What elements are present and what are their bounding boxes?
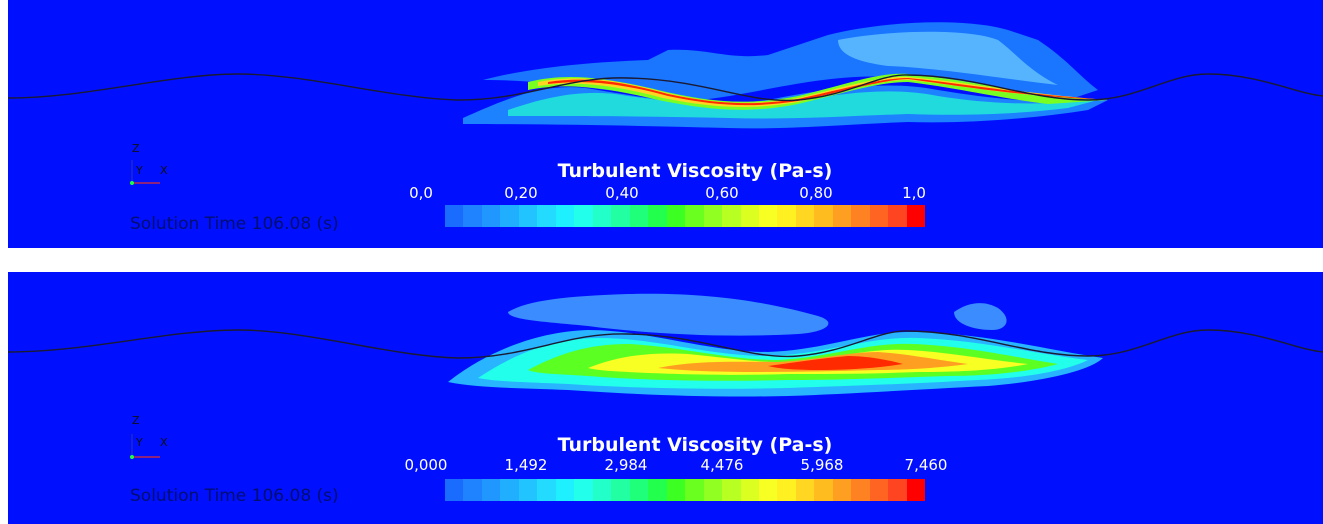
colorbar-swatch bbox=[851, 479, 870, 501]
colorbar-swatch bbox=[537, 205, 556, 227]
tick-label: 7,460 bbox=[904, 456, 948, 474]
colorbar-swatch bbox=[666, 205, 686, 227]
legend-ticks-top: 0,0 0,20 0,40 0,60 0,80 1,0 bbox=[8, 184, 1323, 204]
colorbar-swatch bbox=[500, 205, 519, 227]
tick-label: 0,0 bbox=[409, 184, 433, 202]
y-axis-label: Y bbox=[136, 436, 143, 449]
viscosity-panel-bottom: Z Y X Turbulent Viscosity (Pa-s) 0,000 1… bbox=[8, 272, 1323, 524]
wavy-wall-line bbox=[8, 73, 1323, 102]
axis-triad-bottom bbox=[130, 434, 160, 459]
detached-blob-right bbox=[954, 303, 1007, 330]
colorbar-swatch bbox=[814, 479, 833, 501]
tick-label: 0,40 bbox=[605, 184, 639, 202]
solution-time-top: Solution Time 106.08 (s) bbox=[130, 214, 339, 234]
colorbar-swatch bbox=[518, 479, 538, 501]
colorbar-swatch bbox=[722, 205, 741, 227]
tick-label: 0,80 bbox=[799, 184, 833, 202]
colorbar-swatch bbox=[740, 205, 759, 227]
colorbar-swatch bbox=[481, 205, 501, 227]
wavy-wall-line bbox=[8, 329, 1323, 359]
colorbar-swatch bbox=[869, 205, 889, 227]
x-axis-label: X bbox=[160, 164, 168, 177]
tick-label: 5,968 bbox=[800, 456, 844, 474]
colorbar-swatch bbox=[777, 205, 796, 227]
colorbar-top bbox=[445, 205, 926, 227]
colorbar-swatch bbox=[518, 205, 538, 227]
colorbar-swatch bbox=[611, 205, 630, 227]
tick-label: 0,000 bbox=[404, 456, 448, 474]
colorbar-swatch bbox=[888, 479, 907, 501]
shear-layer-mid bbox=[538, 76, 1108, 107]
y-axis-label: Y bbox=[136, 164, 143, 177]
z-axis-label: Z bbox=[132, 414, 140, 427]
shear-layer-peak bbox=[548, 78, 1108, 106]
legend-title-bottom: Turbulent Viscosity (Pa-s) bbox=[557, 434, 833, 456]
colorbar-swatch bbox=[851, 205, 870, 227]
colorbar-swatch bbox=[629, 205, 649, 227]
plume-lower-core bbox=[508, 91, 1098, 119]
colorbar-swatch bbox=[832, 479, 852, 501]
colorbar-swatch bbox=[703, 479, 723, 501]
detached-blob-left bbox=[508, 293, 829, 336]
tick-label: 1,492 bbox=[504, 456, 548, 474]
colorbar-swatch bbox=[481, 479, 501, 501]
axis-triad-top bbox=[130, 160, 160, 185]
viscosity-contour-plot-top bbox=[8, 22, 1323, 185]
z-axis-label: Z bbox=[132, 142, 140, 155]
colorbar-swatch bbox=[869, 479, 889, 501]
tick-label: 2,984 bbox=[604, 456, 648, 474]
colorbar-swatch bbox=[592, 205, 612, 227]
solution-time-bottom: Solution Time 106.08 (s) bbox=[130, 486, 339, 506]
colorbar-swatch bbox=[648, 205, 667, 227]
axis-triad-labels-bottom: Z Y X bbox=[126, 414, 176, 460]
colorbar-swatch bbox=[611, 479, 630, 501]
shear-layer-outer bbox=[528, 73, 1108, 110]
colorbar-swatch bbox=[500, 479, 519, 501]
colorbar-swatch bbox=[463, 479, 482, 501]
colorbar-swatch bbox=[722, 479, 741, 501]
colorbar-swatch bbox=[758, 205, 778, 227]
colorbar-swatch bbox=[648, 479, 667, 501]
legend-ticks-bottom: 0,000 1,492 2,984 4,476 5,968 7,460 bbox=[8, 456, 1323, 476]
colorbar-swatch bbox=[758, 479, 778, 501]
colorbar-swatch bbox=[574, 205, 593, 227]
viscosity-panel-top: Z Y X Turbulent Viscosity (Pa-s) 0,0 0,2… bbox=[8, 0, 1323, 248]
colorbar-swatch bbox=[795, 479, 815, 501]
colorbar-swatch bbox=[445, 205, 464, 227]
colorbar-swatch bbox=[574, 479, 593, 501]
colorbar-swatch bbox=[629, 479, 649, 501]
x-axis-label: X bbox=[160, 436, 168, 449]
colorbar-swatch bbox=[703, 205, 723, 227]
colorbar-swatch bbox=[906, 479, 926, 501]
colorbar-swatch bbox=[685, 205, 704, 227]
colorbar-swatch bbox=[832, 205, 852, 227]
colorbar-swatch bbox=[740, 479, 759, 501]
legend-title-top: Turbulent Viscosity (Pa-s) bbox=[557, 160, 833, 182]
plume-red-core bbox=[768, 356, 903, 370]
colorbar-swatch bbox=[555, 205, 575, 227]
tick-label: 0,20 bbox=[504, 184, 538, 202]
tick-label: 1,0 bbox=[902, 184, 926, 202]
viscosity-contour-plot-bottom bbox=[8, 293, 1323, 459]
colorbar-swatch bbox=[537, 479, 556, 501]
colorbar-swatch bbox=[685, 479, 704, 501]
tick-label: 0,60 bbox=[705, 184, 739, 202]
plume-upper-haze-light bbox=[838, 31, 1058, 85]
axis-triad-labels-top: Z Y X bbox=[126, 140, 176, 186]
colorbar-swatch bbox=[777, 479, 796, 501]
colorbar-swatch bbox=[555, 479, 575, 501]
colorbar-swatch bbox=[906, 205, 926, 227]
colorbar-swatch bbox=[592, 479, 612, 501]
colorbar-swatch bbox=[888, 205, 907, 227]
colorbar-swatch bbox=[814, 205, 833, 227]
colorbar-bottom bbox=[445, 479, 926, 501]
colorbar-swatch bbox=[463, 205, 482, 227]
colorbar-swatch bbox=[445, 479, 464, 501]
colorbar-swatch bbox=[666, 479, 686, 501]
colorbar-swatch bbox=[795, 205, 815, 227]
tick-label: 4,476 bbox=[700, 456, 744, 474]
